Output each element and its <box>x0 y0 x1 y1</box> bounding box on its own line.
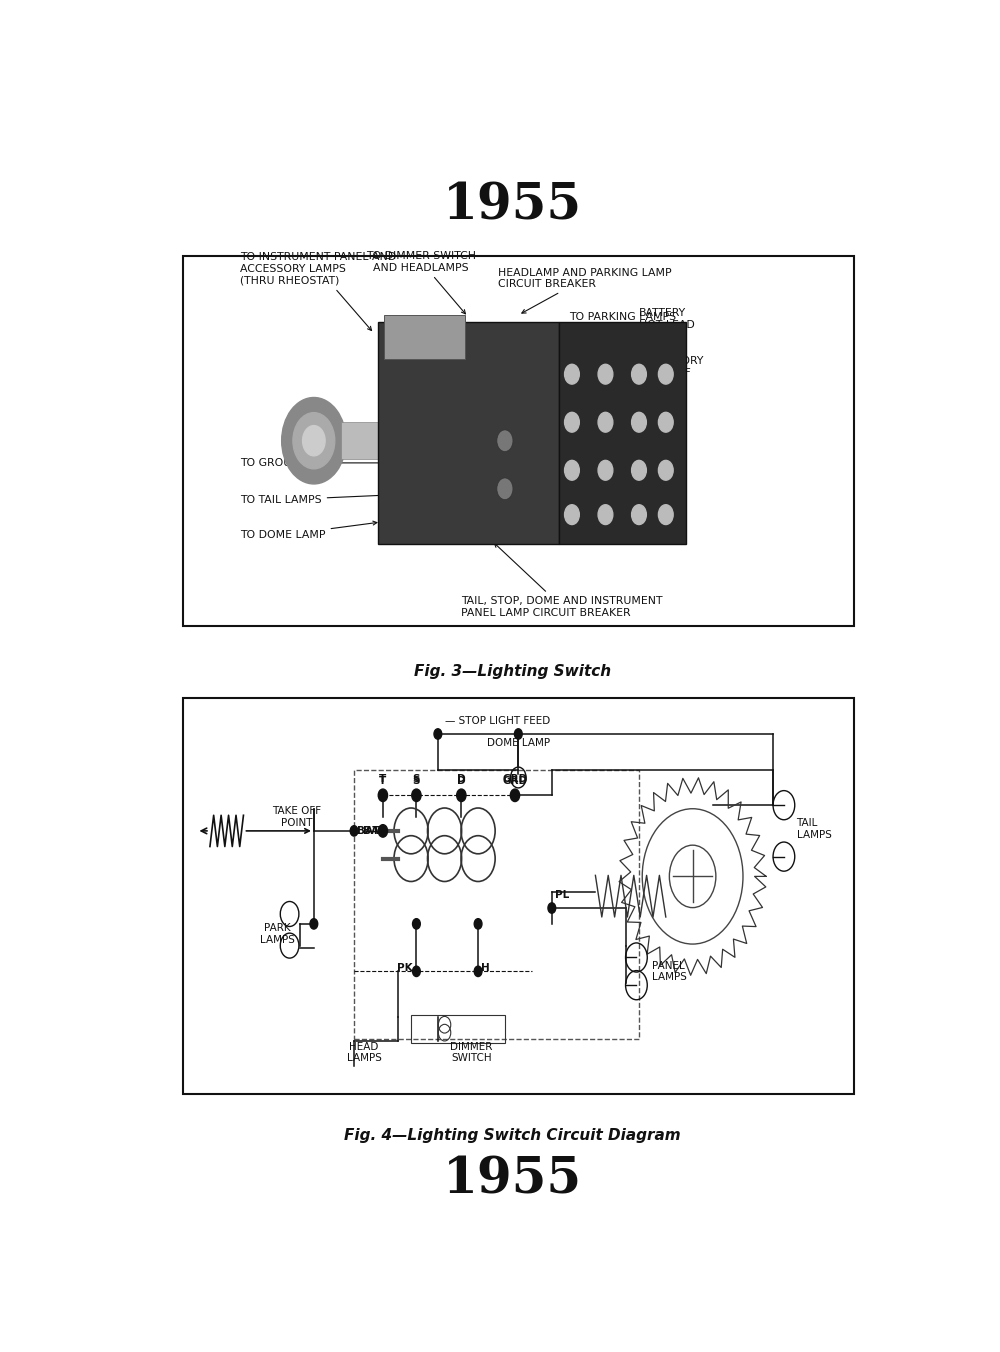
Text: TAIL
LAMPS: TAIL LAMPS <box>797 818 831 840</box>
Text: DIMMER
SWITCH: DIMMER SWITCH <box>450 1041 493 1063</box>
Text: TO DIMMER SWITCH
AND HEADLAMPS: TO DIMMER SWITCH AND HEADLAMPS <box>366 251 476 314</box>
Circle shape <box>658 412 673 433</box>
Circle shape <box>598 412 613 433</box>
Text: TAKE OFF
POINT: TAKE OFF POINT <box>273 806 322 827</box>
Circle shape <box>457 790 466 802</box>
Text: S: S <box>413 776 420 787</box>
Circle shape <box>303 426 325 456</box>
Bar <box>559 323 686 545</box>
Text: DOME LAMP: DOME LAMP <box>487 738 550 748</box>
Text: PL: PL <box>555 890 569 900</box>
Circle shape <box>632 412 646 433</box>
Circle shape <box>474 918 482 929</box>
Circle shape <box>293 412 335 469</box>
Text: BATTERY
HOT LEAD: BATTERY HOT LEAD <box>622 308 695 343</box>
Circle shape <box>632 504 646 525</box>
Text: GRD: GRD <box>502 776 528 787</box>
Text: PANEL
LAMPS: PANEL LAMPS <box>652 960 687 982</box>
Circle shape <box>598 461 613 480</box>
Text: D: D <box>457 776 466 787</box>
Circle shape <box>350 826 358 836</box>
Bar <box>183 699 854 1094</box>
Circle shape <box>565 412 579 433</box>
Bar <box>411 1015 505 1042</box>
Circle shape <box>497 479 513 500</box>
Text: GRD: GRD <box>502 775 528 784</box>
Text: Fig. 4—Lighting Switch Circuit Diagram: Fig. 4—Lighting Switch Circuit Diagram <box>344 1129 681 1144</box>
Circle shape <box>658 461 673 480</box>
Circle shape <box>565 461 579 480</box>
Text: S: S <box>413 775 420 784</box>
Text: TO STOP
LIGHTS: TO STOP LIGHTS <box>613 404 686 426</box>
Text: PK: PK <box>397 963 412 973</box>
Text: 1955: 1955 <box>443 181 582 230</box>
Circle shape <box>658 504 673 525</box>
Circle shape <box>565 364 579 384</box>
Text: TO DOME LAMP: TO DOME LAMP <box>240 521 377 539</box>
Circle shape <box>598 364 613 384</box>
Circle shape <box>474 967 482 976</box>
Text: T: T <box>379 775 387 784</box>
Text: D: D <box>457 775 466 784</box>
Circle shape <box>632 364 646 384</box>
Circle shape <box>497 430 513 452</box>
Text: HEADLAMP AND PARKING LAMP
CIRCUIT BREAKER: HEADLAMP AND PARKING LAMP CIRCUIT BREAKE… <box>498 268 672 314</box>
Text: HEAD
LAMPS: HEAD LAMPS <box>347 1041 382 1063</box>
Circle shape <box>413 918 420 929</box>
Circle shape <box>412 790 421 802</box>
Text: TO GROUND: TO GROUND <box>240 458 390 468</box>
Circle shape <box>598 504 613 525</box>
Bar <box>378 323 559 545</box>
Text: Fig. 3—Lighting Switch: Fig. 3—Lighting Switch <box>414 664 611 679</box>
Text: TO TAIL LAMPS: TO TAIL LAMPS <box>240 492 400 504</box>
Text: TAIL, STOP, DOME AND INSTRUMENT
PANEL LAMP CIRCUIT BREAKER: TAIL, STOP, DOME AND INSTRUMENT PANEL LA… <box>461 544 663 618</box>
Circle shape <box>658 364 673 384</box>
Text: H: H <box>481 963 490 973</box>
Bar <box>354 769 639 1038</box>
Text: — STOP LIGHT FEED: — STOP LIGHT FEED <box>445 717 550 726</box>
Text: 1955: 1955 <box>443 1156 582 1205</box>
Text: BAT: BAT <box>363 826 385 836</box>
Text: ACCESSORY
TAKE OFF: ACCESSORY TAKE OFF <box>619 356 704 381</box>
Bar <box>183 256 854 626</box>
Text: TO INSTRUMENT PANEL AND
ACCESSORY LAMPS
(THRU RHEOSTAT): TO INSTRUMENT PANEL AND ACCESSORY LAMPS … <box>240 253 396 330</box>
Circle shape <box>548 903 556 913</box>
Text: T: T <box>379 776 387 787</box>
Circle shape <box>310 918 318 929</box>
Text: BAT: BAT <box>357 826 380 836</box>
Circle shape <box>282 397 346 484</box>
Circle shape <box>378 790 388 802</box>
Circle shape <box>514 729 522 740</box>
Circle shape <box>434 729 442 740</box>
Bar <box>384 315 465 360</box>
Circle shape <box>632 461 646 480</box>
Circle shape <box>565 504 579 525</box>
Circle shape <box>378 825 388 837</box>
Text: PARK
LAMPS: PARK LAMPS <box>260 923 294 945</box>
Bar <box>341 422 384 460</box>
Circle shape <box>413 967 420 976</box>
Circle shape <box>510 790 520 802</box>
Text: TO PARKING LAMPS: TO PARKING LAMPS <box>569 312 676 331</box>
